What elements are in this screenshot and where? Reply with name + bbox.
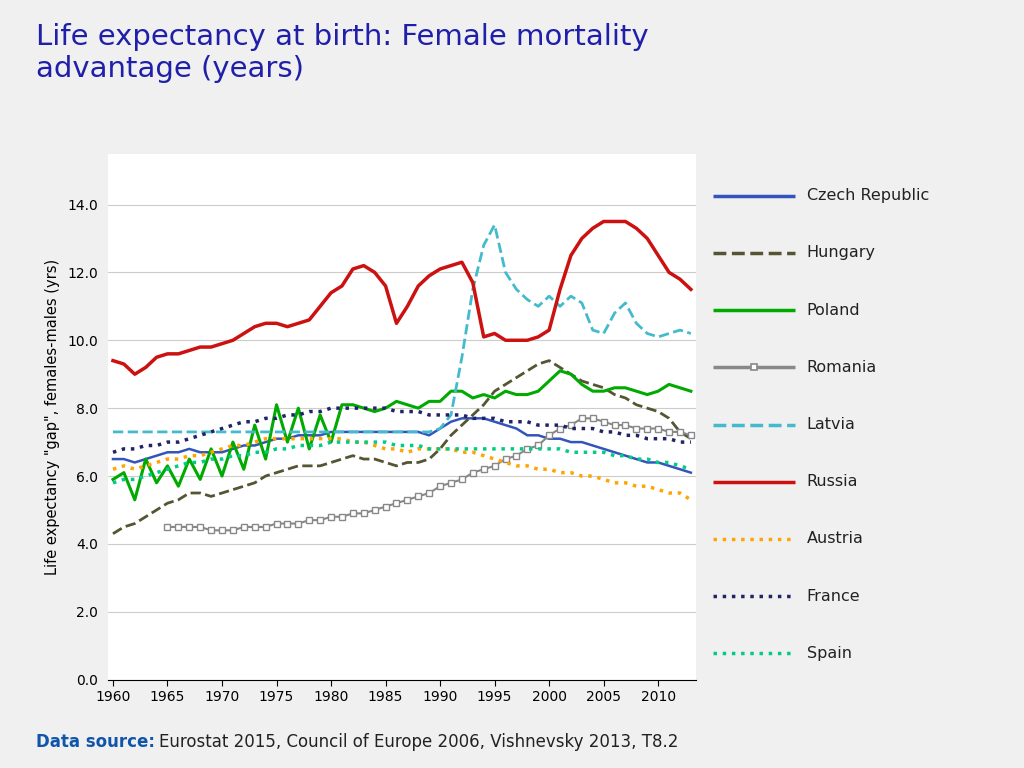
Text: Russia: Russia	[807, 475, 858, 489]
Text: Life expectancy at birth: Female mortality
advantage (years): Life expectancy at birth: Female mortali…	[36, 23, 648, 84]
Y-axis label: Life expectancy "gap", females-males (yrs): Life expectancy "gap", females-males (yr…	[45, 259, 60, 574]
Text: Czech Republic: Czech Republic	[807, 188, 929, 204]
Text: Spain: Spain	[807, 646, 852, 661]
Text: Eurostat 2015, Council of Europe 2006, Vishnevsky 2013, T8.2: Eurostat 2015, Council of Europe 2006, V…	[159, 733, 678, 751]
Text: Austria: Austria	[807, 531, 863, 547]
Text: Romania: Romania	[807, 360, 877, 375]
Text: Poland: Poland	[807, 303, 860, 318]
Text: France: France	[807, 588, 860, 604]
Text: Data source:: Data source:	[36, 733, 155, 751]
Text: Latvia: Latvia	[807, 417, 855, 432]
Text: Hungary: Hungary	[807, 246, 876, 260]
